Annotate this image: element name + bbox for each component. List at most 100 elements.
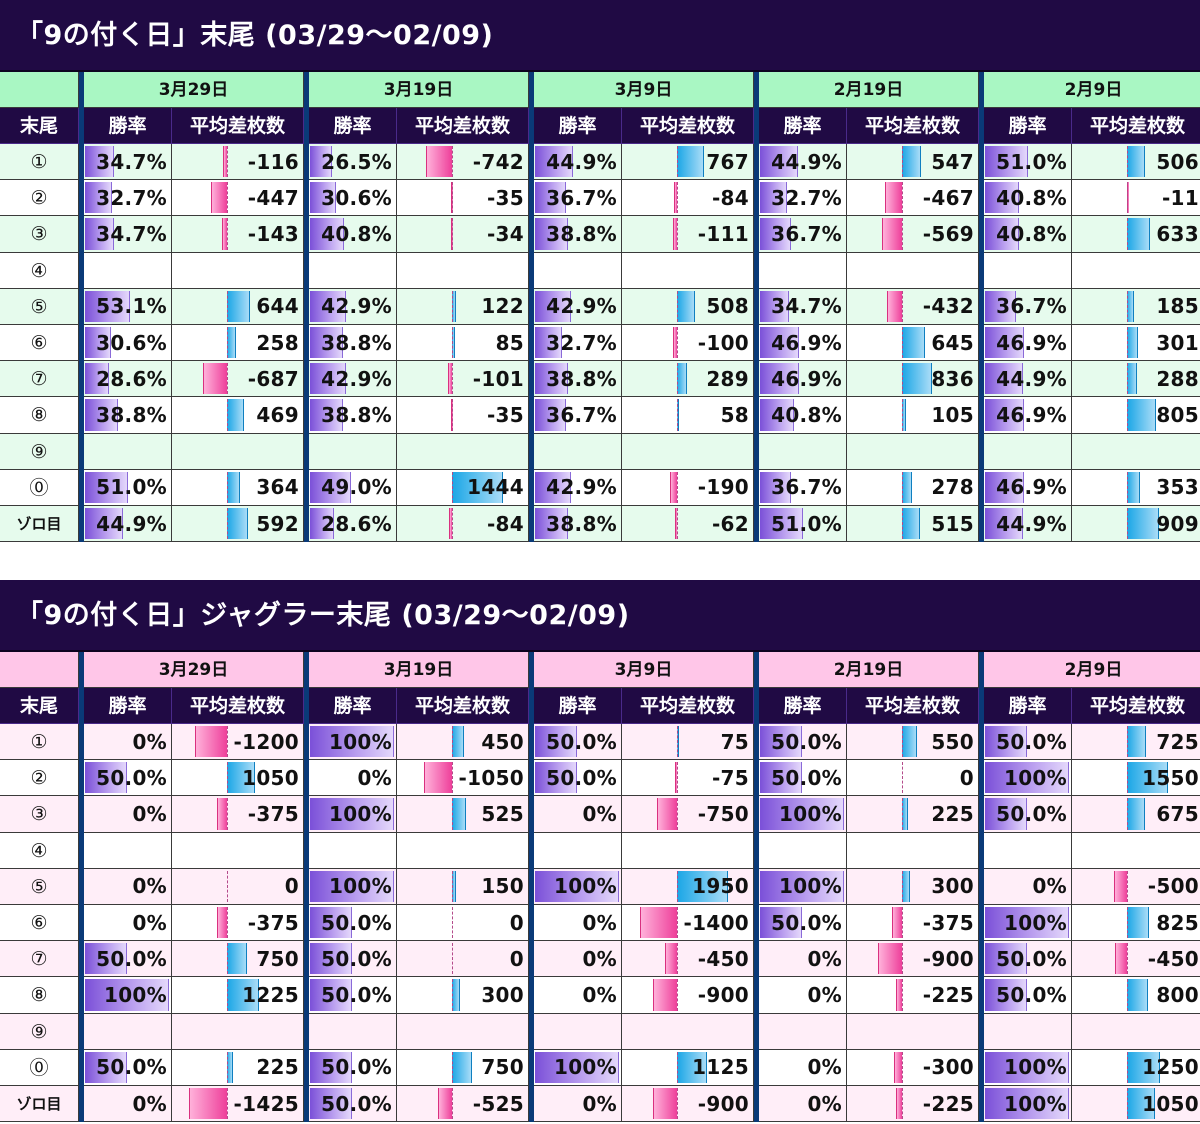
column-separator — [304, 180, 309, 217]
avg-diff-cell — [1072, 434, 1200, 470]
win-rate-bar — [310, 399, 343, 431]
column-separator — [754, 325, 759, 362]
avg-diff-cell — [847, 252, 979, 289]
win-rate-value: 0% — [1032, 874, 1067, 899]
avg-diff-value: 122 — [481, 294, 524, 319]
column-separator — [754, 469, 759, 506]
avg-diff-value: 633 — [1156, 221, 1199, 246]
win-rate-bar — [85, 363, 109, 395]
avg-diff-cell: 1050 — [1072, 1086, 1200, 1123]
win-rate-bar — [985, 508, 1023, 540]
win-rate-cell: 50.0% — [309, 1086, 397, 1123]
win-rate-value: 40.8% — [996, 221, 1067, 246]
column-separator — [529, 1086, 534, 1123]
column-separator — [979, 1013, 984, 1050]
win-rate-value: 46.9% — [771, 366, 842, 391]
avg-diff-cell — [397, 252, 529, 289]
zero-axis-line — [452, 218, 453, 250]
positive-diff-bar — [1127, 363, 1137, 395]
column-separator — [529, 216, 534, 253]
avg-diff-value: 1050 — [1142, 1091, 1199, 1116]
win-rate-value: 0% — [582, 946, 617, 971]
positive-diff-bar — [227, 979, 259, 1011]
subheader-row: 末尾 勝率 平均差枚数 勝率 平均差枚数 勝率 平均差枚数 勝率 平均差枚数 勝率 平均差枚数 — [0, 688, 1200, 724]
column-separator — [79, 941, 84, 978]
date-header: 3月9日 — [534, 72, 754, 108]
tail-digit-label: ① — [0, 724, 79, 761]
win-rate-bar — [310, 979, 352, 1011]
avg-diff-value: -34 — [486, 221, 524, 246]
avg-diff-value: -450 — [697, 946, 749, 971]
win-rate-bar — [985, 798, 1027, 830]
avg-diff-value: 0 — [509, 910, 524, 935]
zero-axis-line — [452, 726, 453, 758]
corner-cell — [0, 652, 79, 688]
avg-diff-value: -375 — [922, 910, 974, 935]
win-rate-value: 0% — [582, 910, 617, 935]
avg-diff-cell: -375 — [847, 905, 979, 942]
win-rate-cell: 30.6% — [84, 325, 172, 362]
column-separator — [979, 724, 984, 761]
date-header-row: 3月29日 3月19日 3月9日 2月19日 2月9日 — [0, 652, 1200, 688]
win-rate-value: 30.6% — [321, 185, 392, 210]
avg-diff-cell: 258 — [172, 325, 304, 362]
column-separator — [529, 469, 534, 506]
avg-diff-value: 506 — [1156, 149, 1199, 174]
column-separator — [529, 760, 534, 797]
avg-diff-value: -1050 — [458, 765, 524, 790]
column-separator — [979, 469, 984, 506]
win-rate-bar — [985, 943, 1027, 975]
avg-diff-cell — [172, 433, 304, 470]
negative-diff-bar — [195, 726, 227, 758]
zero-axis-line — [452, 363, 453, 395]
win-rate-value: 50.0% — [321, 946, 392, 971]
win-rate-cell: 100% — [759, 868, 847, 905]
win-rate-value: 44.9% — [96, 511, 167, 536]
zero-axis-line — [452, 762, 453, 794]
column-separator — [754, 144, 759, 181]
avg-diff-cell: 525 — [397, 796, 529, 833]
win-rate-bar — [985, 1051, 1069, 1083]
zero-axis-line — [677, 726, 678, 758]
win-rate-value: 50.0% — [321, 1091, 392, 1116]
win-rate-value: 0% — [582, 982, 617, 1007]
column-separator — [979, 977, 984, 1014]
win-rate-value: 28.6% — [96, 366, 167, 391]
negative-diff-bar — [887, 290, 902, 322]
win-rate-cell: 32.7% — [534, 325, 622, 362]
negative-diff-bar — [217, 907, 227, 939]
positive-diff-bar — [677, 870, 728, 902]
avg-diff-cell: 800 — [1072, 977, 1200, 1014]
zero-axis-line — [902, 1088, 903, 1120]
avg-diff-cell: 633 — [1072, 216, 1200, 253]
avg-diff-header: 平均差枚数 — [397, 688, 529, 724]
win-rate-value: 0% — [807, 982, 842, 1007]
avg-diff-value: -100 — [697, 330, 749, 355]
avg-diff-cell: 122 — [397, 288, 529, 325]
table-row: ゾロ目 0% -1425 50.0% -525 0% -900 0% -225 100% 1050 — [0, 1086, 1200, 1123]
win-rate-bar — [310, 907, 352, 939]
column-separator — [529, 252, 534, 289]
win-rate-header: 勝率 — [984, 108, 1072, 144]
positive-diff-bar — [1127, 146, 1145, 178]
win-rate-value: 0% — [582, 1091, 617, 1116]
column-separator — [79, 977, 84, 1014]
avg-diff-cell: 300 — [847, 868, 979, 905]
negative-diff-bar — [665, 943, 677, 975]
avg-diff-value: 289 — [706, 366, 749, 391]
zero-axis-line — [227, 726, 228, 758]
win-rate-cell: 32.7% — [759, 180, 847, 217]
avg-diff-cell — [622, 1013, 754, 1050]
win-rate-cell: 100% — [984, 1049, 1072, 1086]
avg-diff-cell: -300 — [847, 1049, 979, 1086]
win-rate-cell: 0% — [759, 977, 847, 1014]
column-separator — [304, 1013, 309, 1050]
zero-axis-line — [227, 907, 228, 939]
column-separator — [529, 1049, 534, 1086]
zero-axis-line — [227, 508, 228, 540]
win-rate-value: 0% — [582, 801, 617, 826]
win-rate-bar — [760, 218, 791, 250]
avg-diff-value: 288 — [1156, 366, 1199, 391]
column-separator — [754, 905, 759, 942]
tail-column-header: 末尾 — [0, 108, 79, 144]
